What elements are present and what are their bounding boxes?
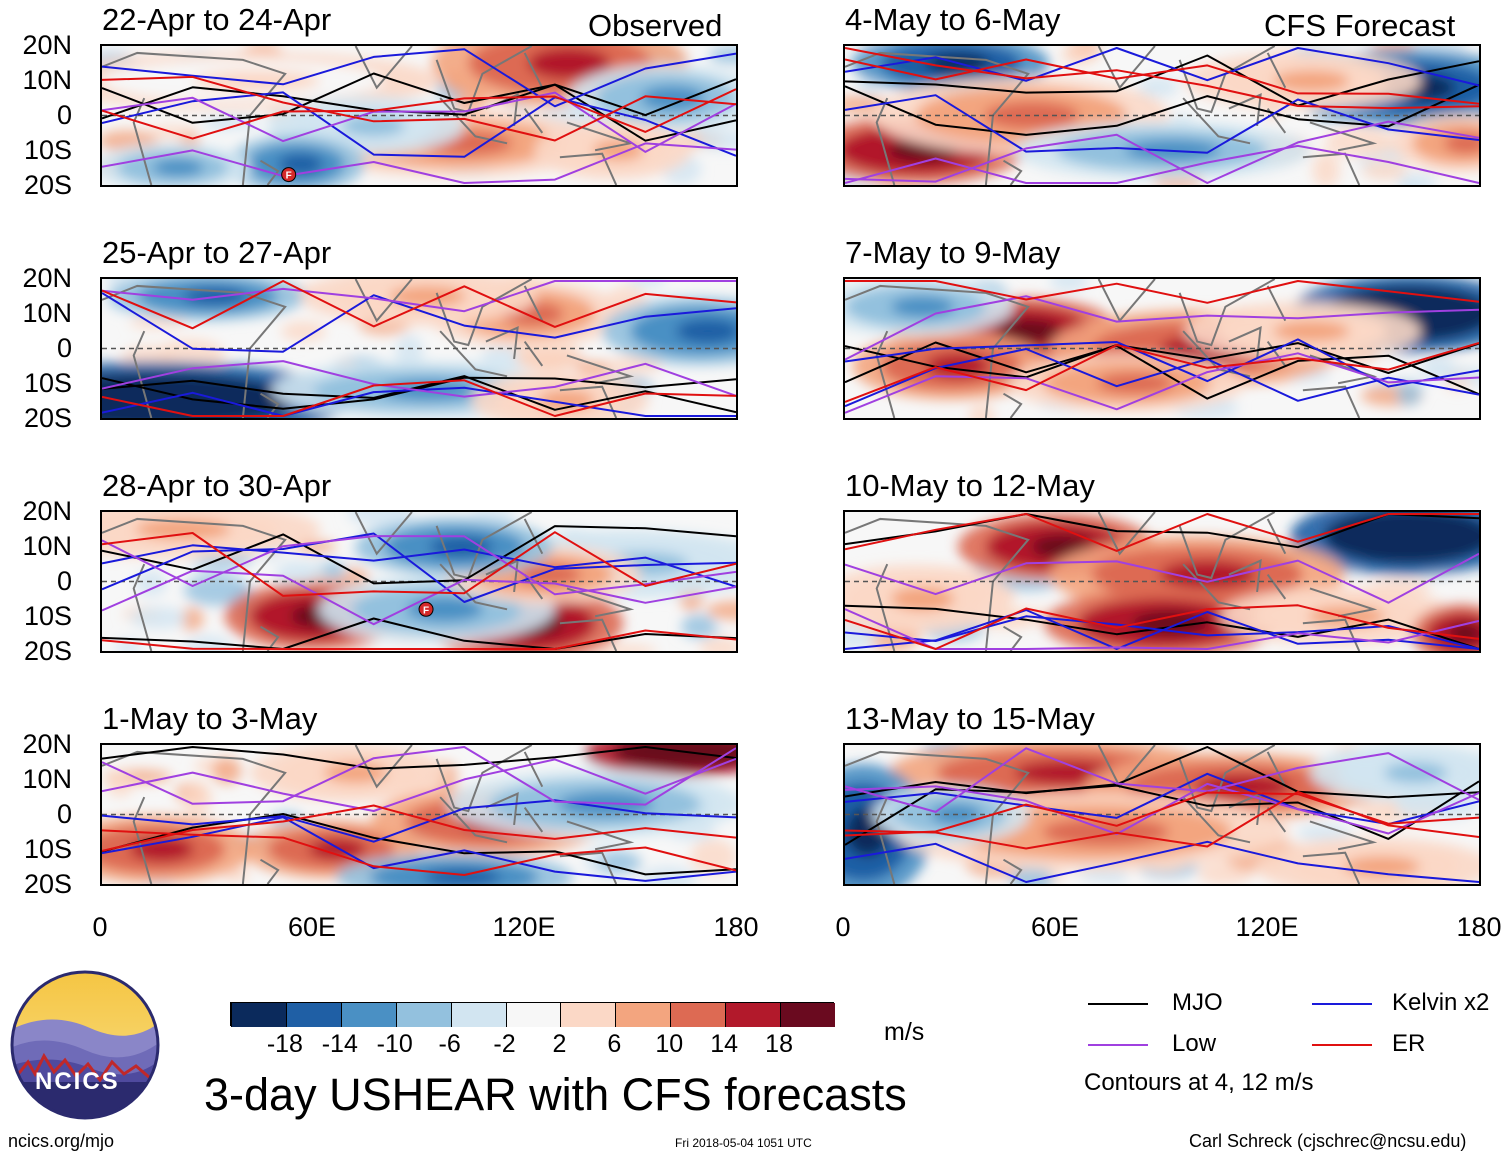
lat-label: 10N bbox=[22, 65, 72, 95]
legend-line-low bbox=[1088, 1044, 1148, 1046]
figure-title: 3-day USHEAR with CFS forecasts bbox=[204, 1069, 907, 1120]
storm-marker-icon: F bbox=[281, 167, 297, 183]
panel-title-1: 22-Apr to 24-Apr bbox=[102, 2, 332, 37]
colorbar bbox=[230, 1002, 836, 1027]
lat-label: 10S bbox=[23, 601, 72, 631]
colorbar-swatch bbox=[450, 1003, 507, 1027]
legend-line-kelvin bbox=[1312, 1003, 1372, 1005]
colorbar-tick-label: -18 bbox=[266, 1030, 303, 1058]
lat-label: 20S bbox=[23, 403, 72, 433]
colorbar-swatch bbox=[780, 1003, 836, 1027]
colorbar-tick-label: -14 bbox=[321, 1030, 358, 1058]
colorbar-swatch bbox=[615, 1003, 671, 1027]
lon-label-0-right: 0 bbox=[835, 912, 851, 942]
colorbar-tick-label: 14 bbox=[710, 1030, 739, 1058]
lat-label: 10N bbox=[22, 531, 72, 561]
observed-header: Observed bbox=[588, 8, 723, 43]
source-url[interactable]: ncics.org/mjo bbox=[8, 1131, 115, 1151]
lon-label-180-right: 180 bbox=[1456, 912, 1502, 942]
timestamp: Fri 2018-05-04 1051 UTC bbox=[675, 1136, 812, 1150]
lat-label: 10S bbox=[23, 834, 72, 864]
colorbar-units: m/s bbox=[884, 1018, 925, 1046]
credit: Carl Schreck (cjschrec@ncsu.edu) bbox=[1189, 1131, 1467, 1151]
panel-title-6: 7-May to 9-May bbox=[845, 235, 1061, 270]
lat-label: 20S bbox=[23, 869, 72, 899]
colorbar-tick-label: 10 bbox=[655, 1030, 684, 1058]
panel-title-7: 10-May to 12-May bbox=[845, 468, 1095, 503]
lon-label-180-left: 180 bbox=[713, 912, 759, 942]
colorbar-swatch bbox=[670, 1003, 726, 1027]
legend-label-kelvin: Kelvin x2 bbox=[1392, 989, 1490, 1016]
legend-note: Contours at 4, 12 m/s bbox=[1084, 1069, 1314, 1096]
panel-title-5: 4-May to 6-May bbox=[845, 2, 1061, 37]
lat-label: 0 bbox=[56, 333, 72, 363]
legend-line-er bbox=[1312, 1044, 1372, 1046]
colorbar-swatch bbox=[560, 1003, 616, 1027]
colorbar-tick-label: -10 bbox=[376, 1030, 413, 1058]
colorbar-swatch bbox=[285, 1003, 342, 1027]
colorbar-tick-label: 6 bbox=[607, 1030, 622, 1058]
svg-text:F: F bbox=[423, 605, 429, 616]
lat-label: 20N bbox=[22, 496, 72, 526]
map-panel-3: F bbox=[100, 510, 738, 653]
map-panel-8 bbox=[843, 743, 1481, 886]
panel-title-8: 13-May to 15-May bbox=[845, 701, 1095, 736]
map-panel-7 bbox=[843, 510, 1481, 653]
colorbar-tick-label: -6 bbox=[438, 1030, 461, 1058]
lat-label: 20S bbox=[23, 636, 72, 666]
legend-line-mjo bbox=[1088, 1003, 1148, 1005]
lon-label-60e-right: 60E bbox=[1030, 912, 1080, 942]
colorbar-swatch bbox=[231, 1003, 287, 1027]
lon-label-120e-right: 120E bbox=[1235, 912, 1299, 942]
lon-label-60e-left: 60E bbox=[287, 912, 337, 942]
legend-label-er: ER bbox=[1392, 1030, 1426, 1057]
ncics-logo bbox=[10, 970, 160, 1120]
lat-label: 20S bbox=[23, 170, 72, 200]
map-panel-1: F bbox=[100, 44, 738, 187]
colorbar-tick-label: 2 bbox=[552, 1030, 567, 1058]
map-panel-2 bbox=[100, 277, 738, 420]
lat-label: 10N bbox=[22, 298, 72, 328]
colorbar-swatch bbox=[340, 1003, 397, 1027]
colorbar-swatch bbox=[725, 1003, 781, 1027]
svg-text:F: F bbox=[286, 171, 292, 182]
lat-label: 10S bbox=[23, 368, 72, 398]
lat-label: 0 bbox=[56, 799, 72, 829]
lat-label: 10N bbox=[22, 764, 72, 794]
lat-label: 0 bbox=[56, 100, 72, 130]
colorbar-tick-label: -2 bbox=[493, 1030, 516, 1058]
lat-label: 20N bbox=[22, 263, 72, 293]
legend-label-low: Low bbox=[1172, 1030, 1217, 1057]
storm-marker-icon: F bbox=[418, 601, 434, 617]
colorbar-swatch bbox=[505, 1003, 561, 1027]
colorbar-tick-label: 18 bbox=[765, 1030, 793, 1058]
lat-label: 20N bbox=[22, 729, 72, 759]
panel-title-3: 28-Apr to 30-Apr bbox=[102, 468, 332, 503]
logo-text: NCICS bbox=[35, 1068, 120, 1095]
lat-label: 20N bbox=[22, 30, 72, 60]
map-panel-5 bbox=[843, 44, 1481, 187]
lon-label-120e-left: 120E bbox=[492, 912, 556, 942]
colorbar-swatch bbox=[395, 1003, 452, 1027]
panel-title-2: 25-Apr to 27-Apr bbox=[102, 235, 332, 270]
map-panel-6 bbox=[843, 277, 1481, 420]
forecast-header: CFS Forecast bbox=[1264, 8, 1456, 43]
lat-label: 10S bbox=[23, 135, 72, 165]
lon-label-0-left: 0 bbox=[92, 912, 108, 942]
lat-label: 0 bbox=[56, 566, 72, 596]
panel-title-4: 1-May to 3-May bbox=[102, 701, 318, 736]
map-panel-4 bbox=[100, 743, 738, 886]
legend-label-mjo: MJO bbox=[1172, 989, 1223, 1016]
